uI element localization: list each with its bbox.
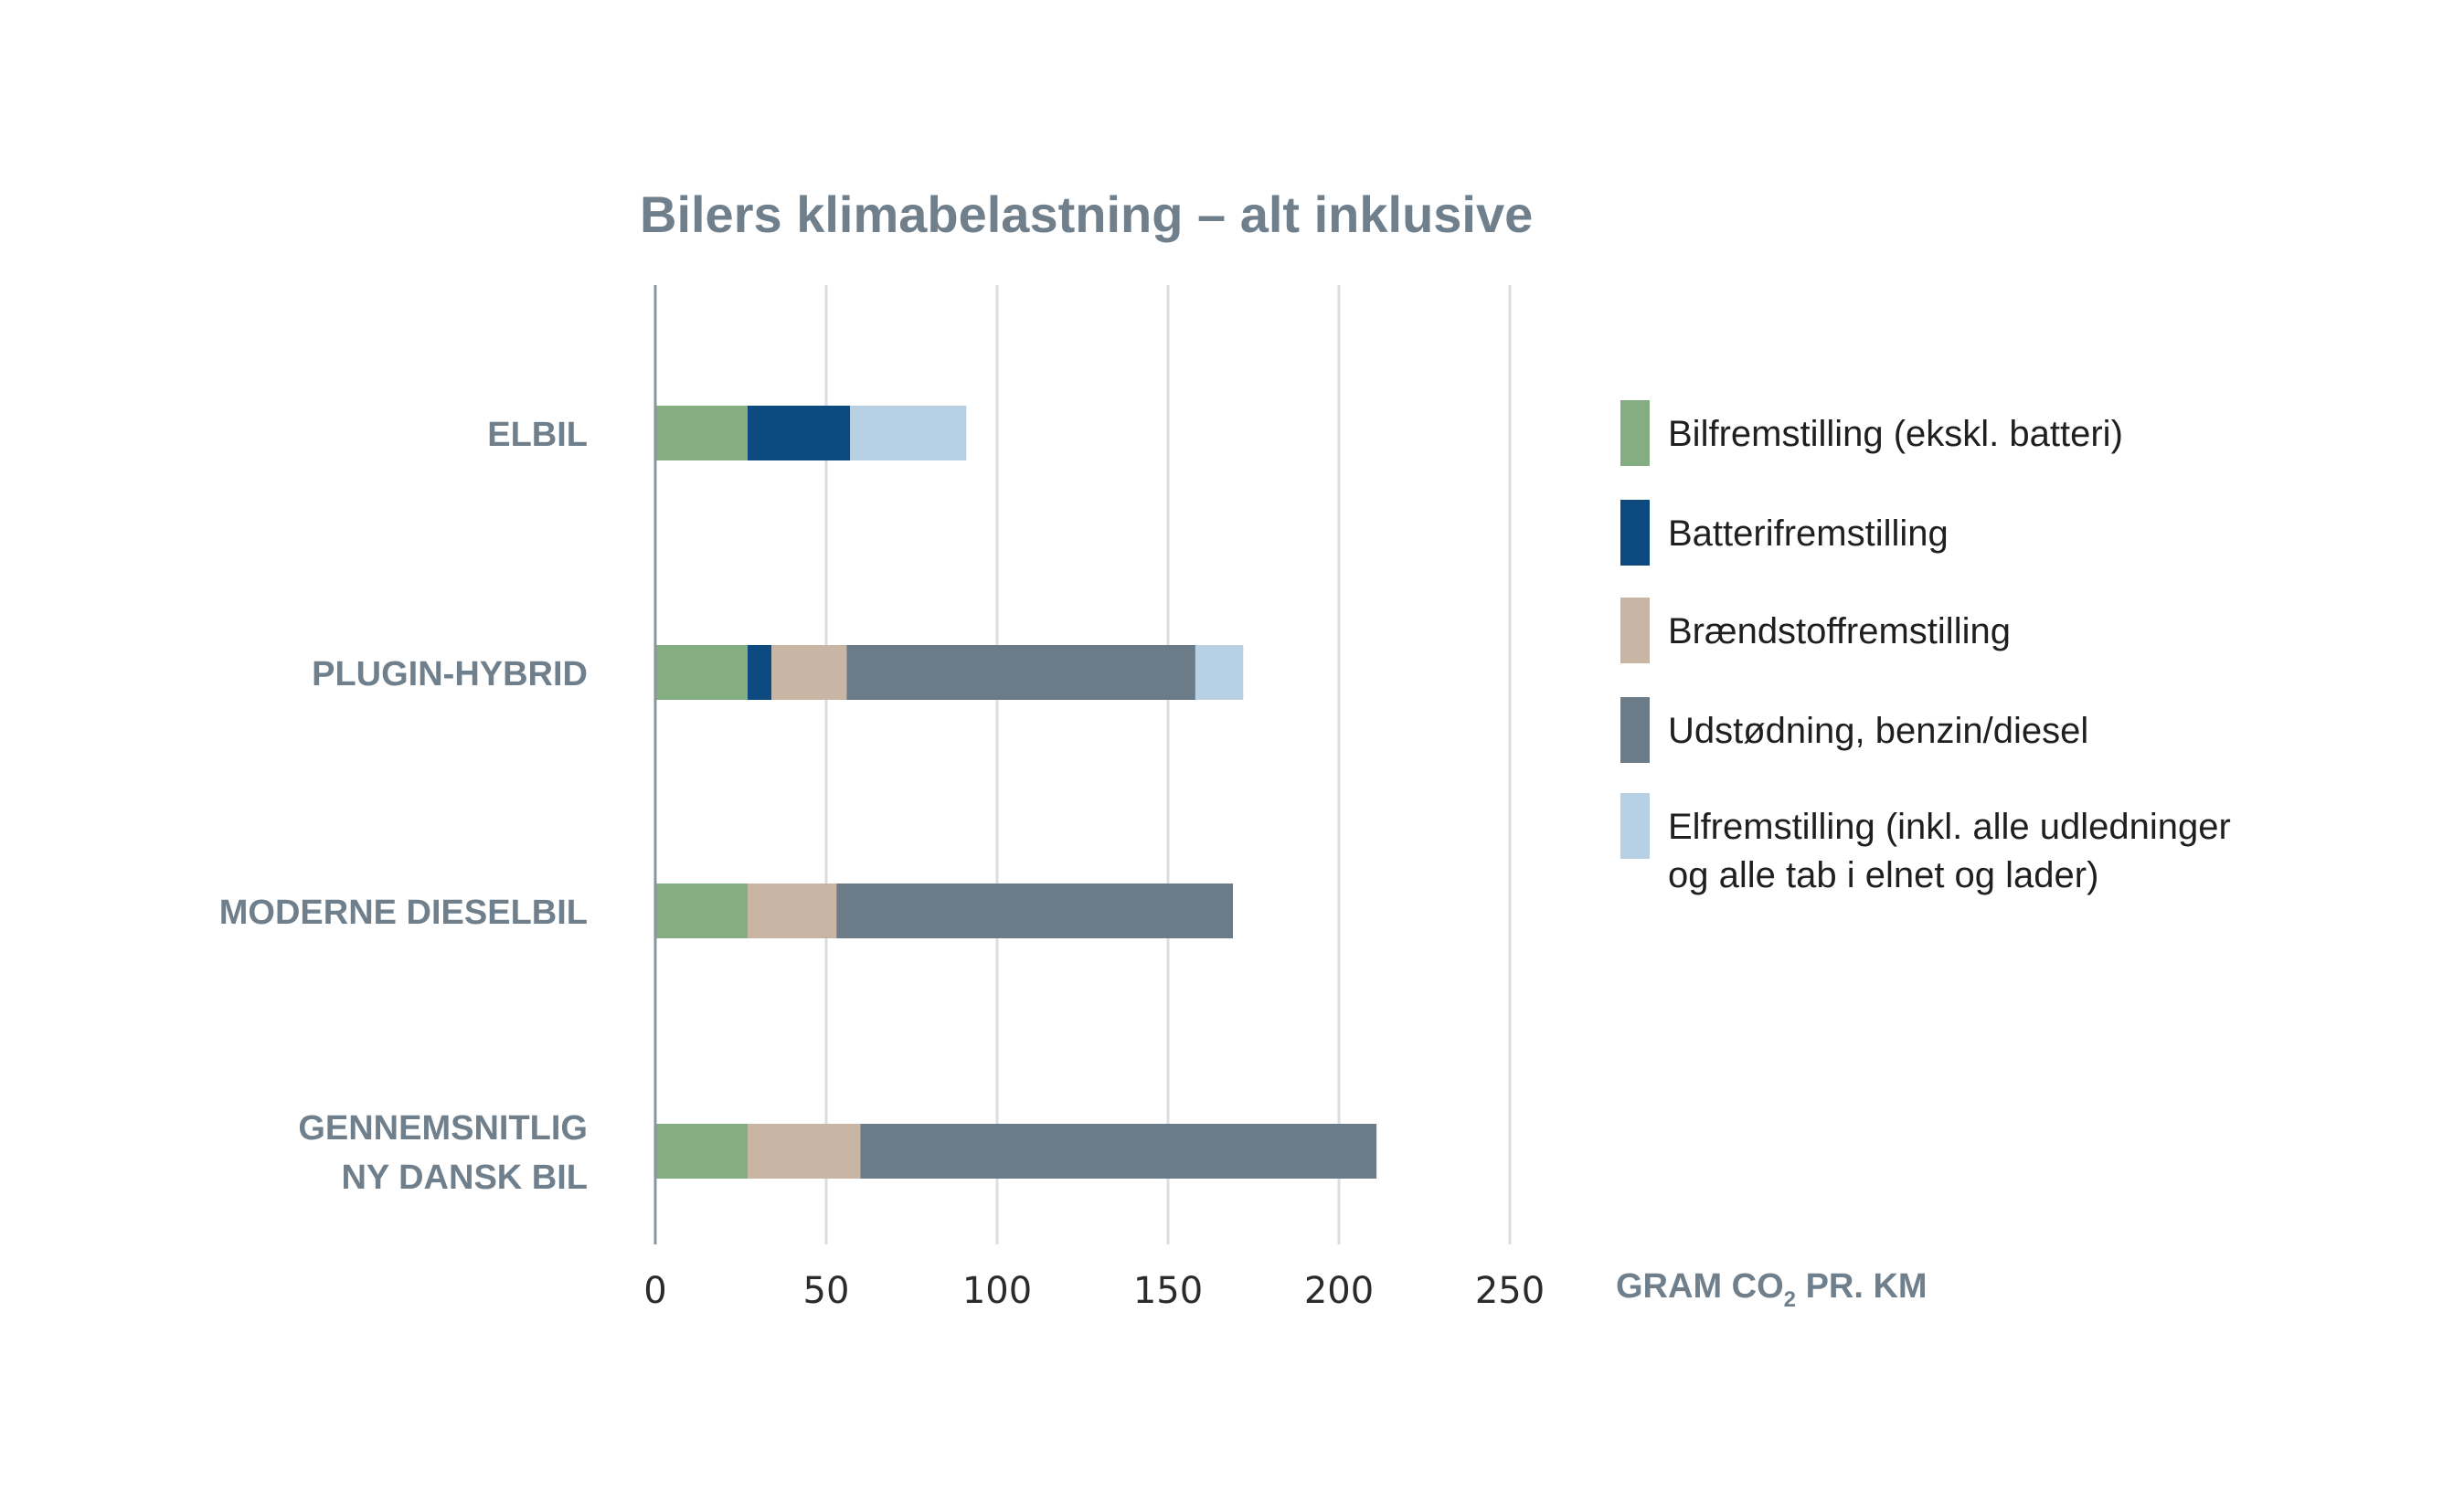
bar-segment — [771, 645, 847, 700]
bar-segment — [1195, 645, 1244, 700]
legend-label: Brændstoffremstilling — [1668, 611, 2011, 651]
category-label: PLUGIN-HYBRID — [312, 655, 588, 693]
legend-label: og alle tab i elnet og lader) — [1668, 855, 2098, 895]
x-tick-label: 150 — [1133, 1270, 1203, 1312]
bar-segment — [850, 406, 967, 460]
x-axis-unit-label: GRAM CO2 PR. KM — [1616, 1267, 1928, 1312]
category-label: NY DANSK BIL — [341, 1159, 588, 1197]
bar-segment — [655, 406, 748, 460]
x-tick-labels: 0 50 100 150 200 250 — [643, 1270, 1545, 1312]
legend-label: Batterifremstilling — [1668, 513, 1949, 554]
category-label: ELBIL — [487, 416, 588, 454]
legend-label: Elfremstilling (inkl. alle udledninger — [1668, 807, 2231, 847]
bar-segment — [655, 1124, 748, 1179]
x-tick-label: 200 — [1304, 1270, 1374, 1312]
bar-segment — [655, 645, 748, 700]
bar-segment — [846, 645, 1195, 700]
legend-swatch — [1620, 598, 1650, 663]
bar-segment — [747, 1124, 861, 1179]
legend-label: Udstødning, benzin/diesel — [1668, 711, 2088, 751]
legend-swatch — [1620, 697, 1650, 763]
legend-swatch — [1620, 400, 1650, 466]
chart-title: Bilers klimabelastning – alt inklusive — [640, 185, 1533, 243]
bar-segment — [655, 884, 748, 938]
legend: Bilfremstilling (ekskl. batteri) Batterif… — [1620, 400, 2231, 895]
bars — [655, 406, 1377, 1179]
category-labels: ELBIL PLUGIN-HYBRID MODERNE DIESELBIL GENNE… — [219, 416, 588, 1197]
legend-swatch — [1620, 793, 1650, 859]
bar-segment — [747, 645, 772, 700]
x-tick-label: 50 — [803, 1270, 850, 1312]
x-tick-label: 250 — [1475, 1270, 1545, 1312]
x-tick-label: 0 — [643, 1270, 666, 1312]
category-label: GENNEMSNITLIG — [298, 1109, 588, 1148]
bar-segment — [747, 406, 851, 460]
gridlines — [824, 285, 1512, 1244]
legend-label: Bilfremstilling (ekskl. batteri) — [1668, 414, 2123, 454]
bar-segment — [860, 1124, 1377, 1179]
x-tick-label: 100 — [962, 1270, 1032, 1312]
bar-segment — [836, 884, 1234, 938]
bar-segment — [747, 884, 837, 938]
legend-swatch — [1620, 500, 1650, 566]
category-label: MODERNE DIESELBIL — [219, 894, 588, 932]
